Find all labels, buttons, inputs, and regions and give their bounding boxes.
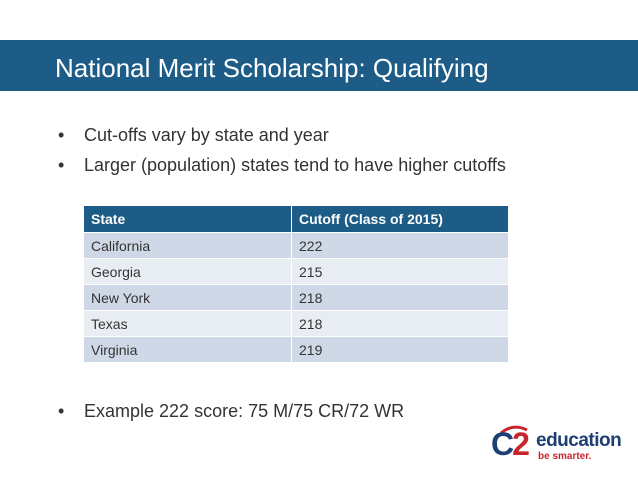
bullet-item: • Larger (population) states tend to hav…: [58, 150, 618, 180]
cell-cutoff: 218: [291, 284, 508, 311]
bullet-item: • Cut-offs vary by state and year: [58, 120, 618, 150]
header-state: State: [84, 206, 292, 233]
bullet-item-example: • Example 222 score: 75 M/75 CR/72 WR: [58, 396, 404, 426]
bullet-dot-icon: •: [58, 401, 65, 421]
table-row: New York 218: [84, 284, 508, 311]
table-row: Virginia 219: [84, 336, 508, 362]
bullet-text: Example 222 score: 75 M/75 CR/72 WR: [84, 401, 405, 421]
cutoff-table: State Cutoff (Class of 2015) California …: [84, 206, 508, 362]
cell-cutoff: 215: [291, 258, 508, 285]
logo-mark-2: 2: [512, 426, 530, 462]
slide-title: National Merit Scholarship: Qualifying: [55, 53, 489, 83]
logo-word: education: [536, 430, 622, 451]
logo-mark: C2: [491, 426, 530, 462]
table-header-row: State Cutoff (Class of 2015): [84, 206, 508, 233]
table-row: Texas 218: [84, 310, 508, 337]
bullet-text: Larger (population) states tend to have …: [84, 155, 506, 175]
cell-state: California: [84, 232, 292, 259]
logo-swoosh-icon: [500, 425, 528, 435]
c2-education-logo: C2 education be smarter.: [491, 425, 631, 465]
bullet-text: Cut-offs vary by state and year: [84, 125, 329, 145]
cell-cutoff: 222: [291, 232, 508, 259]
cell-state: Virginia: [84, 336, 292, 362]
cell-state: Georgia: [84, 258, 292, 285]
header-cutoff: Cutoff (Class of 2015): [291, 206, 508, 233]
cell-state: Texas: [84, 310, 292, 337]
table-row: Georgia 215: [84, 258, 508, 285]
bullet-dot-icon: •: [58, 125, 65, 145]
cell-cutoff: 218: [291, 310, 508, 337]
bullet-dot-icon: •: [58, 155, 65, 175]
cell-state: New York: [84, 284, 292, 311]
title-bar: [0, 40, 638, 91]
logo-mark-c: C: [491, 426, 514, 462]
table-row: California 222: [84, 232, 508, 259]
bullet-list: • Cut-offs vary by state and year • Larg…: [58, 120, 618, 180]
cell-cutoff: 219: [291, 336, 508, 362]
logo-tagline: be smarter.: [538, 451, 592, 462]
